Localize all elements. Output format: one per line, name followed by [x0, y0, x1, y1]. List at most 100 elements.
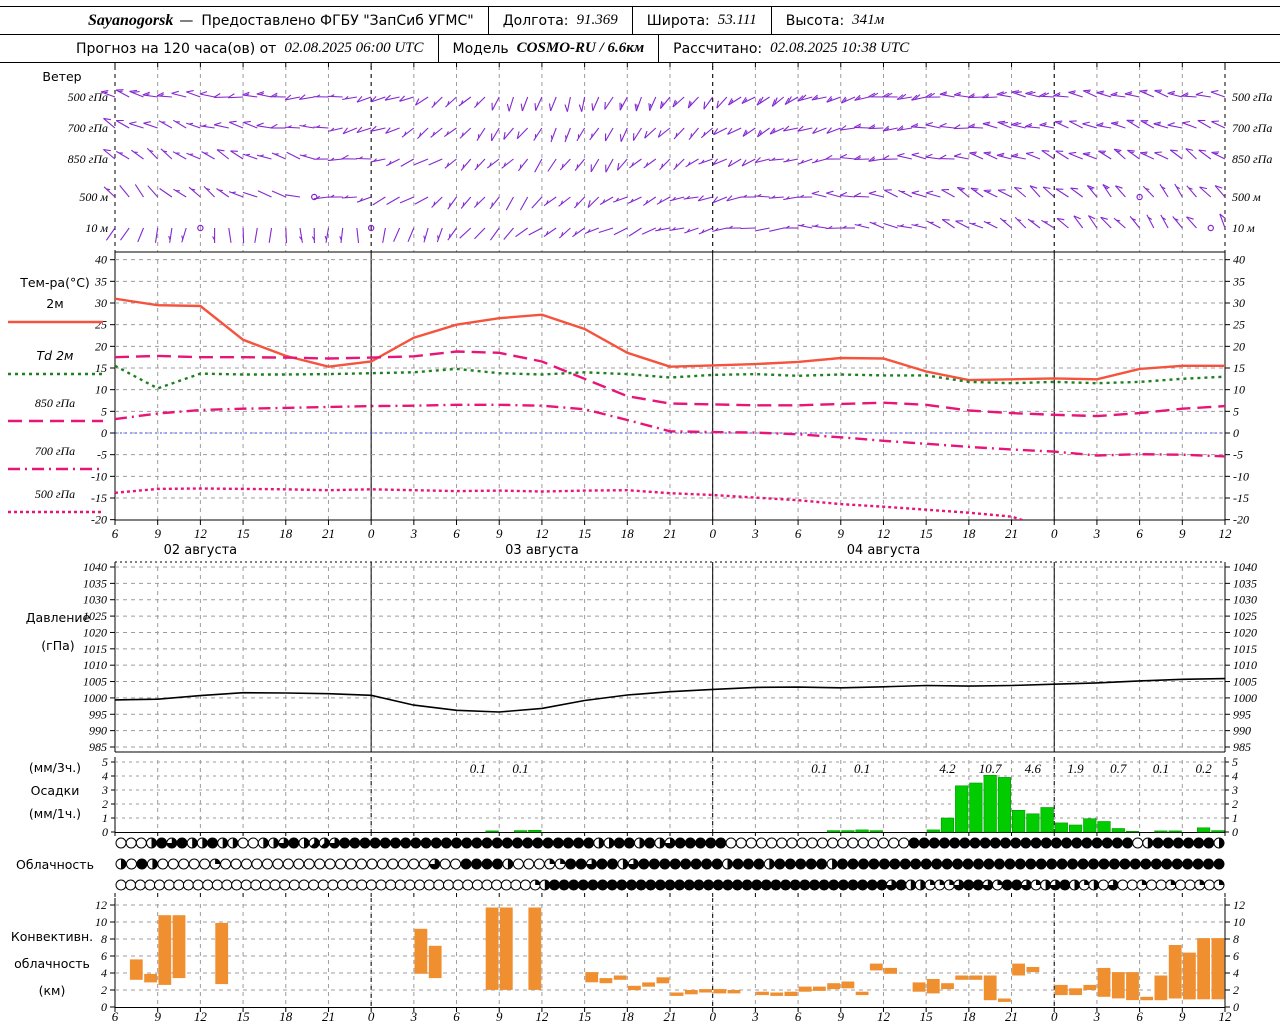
svg-text:21: 21: [1005, 526, 1018, 541]
cloud-title: Облачность: [16, 857, 94, 872]
svg-text:0: 0: [1051, 526, 1058, 541]
svg-text:0.1: 0.1: [512, 761, 528, 776]
svg-text:15: 15: [578, 1009, 592, 1024]
svg-text:10: 10: [95, 383, 107, 397]
svg-text:3: 3: [751, 1009, 759, 1024]
calculated-label: Рассчитано:: [673, 40, 763, 57]
legend-label-700: 700 гПа: [35, 444, 75, 458]
conv-title-3: (км): [39, 983, 66, 998]
svg-text:4: 4: [1232, 769, 1238, 783]
svg-text:12: 12: [1219, 1009, 1233, 1024]
svg-text:1030: 1030: [1233, 593, 1257, 607]
svg-text:0: 0: [368, 526, 375, 541]
svg-text:9: 9: [154, 526, 161, 541]
svg-text:2: 2: [102, 797, 108, 811]
precip-title: Осадки: [31, 783, 80, 798]
svg-text:0: 0: [368, 1009, 375, 1024]
svg-text:0: 0: [1051, 1009, 1058, 1024]
svg-text:1000: 1000: [1233, 691, 1257, 705]
separator: [487, 7, 489, 34]
svg-text:1035: 1035: [83, 576, 107, 590]
svg-text:1010: 1010: [83, 658, 107, 672]
svg-text:15: 15: [237, 526, 251, 541]
svg-text:03 августа: 03 августа: [505, 543, 579, 558]
svg-text:4.2: 4.2: [939, 761, 956, 776]
svg-text:990: 990: [1233, 724, 1251, 738]
model-label: Модель: [452, 40, 509, 57]
svg-text:2: 2: [101, 983, 107, 997]
svg-text:4.6: 4.6: [1025, 761, 1042, 776]
svg-text:10: 10: [95, 915, 107, 929]
wind-level-label-700hpa-right: 700 гПа: [1232, 121, 1272, 135]
svg-text:1020: 1020: [1233, 625, 1257, 639]
svg-text:2: 2: [1232, 797, 1238, 811]
forecast-run-time: 02.08.2025 06:00 UTC: [284, 40, 424, 56]
svg-text:-10: -10: [91, 469, 107, 483]
svg-text:1020: 1020: [83, 625, 107, 639]
svg-text:21: 21: [1005, 1009, 1018, 1024]
header-line-2: Прогноз на 120 часа(ов) от 02.08.2025 06…: [0, 35, 1280, 63]
svg-text:3: 3: [1231, 783, 1238, 797]
svg-text:9: 9: [1179, 526, 1186, 541]
separator: [770, 7, 772, 34]
svg-text:21: 21: [664, 1009, 677, 1024]
conv-title-2: облачность: [14, 956, 90, 971]
header-line-1: Sayanogorsk — Предоставлено ФГБУ "ЗапСиб…: [0, 6, 1280, 35]
station-name: Sayanogorsk: [88, 11, 174, 29]
svg-text:1015: 1015: [1233, 642, 1257, 656]
svg-text:0: 0: [1233, 426, 1239, 440]
wind-level-label-500hpa: 500 гПа: [68, 90, 108, 104]
svg-text:0.1: 0.1: [811, 761, 827, 776]
svg-text:15: 15: [920, 1009, 934, 1024]
svg-text:3: 3: [1093, 526, 1101, 541]
svg-text:25: 25: [1233, 318, 1245, 332]
svg-text:21: 21: [322, 1009, 335, 1024]
svg-text:3: 3: [410, 1009, 418, 1024]
altitude-label: Высота:: [785, 12, 845, 29]
svg-text:1010: 1010: [1233, 658, 1257, 672]
svg-text:12: 12: [95, 898, 107, 912]
svg-text:995: 995: [1233, 707, 1251, 721]
svg-text:18: 18: [279, 1009, 293, 1024]
svg-text:12: 12: [1233, 898, 1245, 912]
svg-text:21: 21: [664, 526, 677, 541]
svg-text:2: 2: [1233, 983, 1239, 997]
svg-text:12: 12: [535, 526, 549, 541]
svg-text:6: 6: [795, 1009, 802, 1024]
svg-text:1030: 1030: [83, 593, 107, 607]
model-value: COSMO-RU / 6.6км: [516, 40, 645, 56]
svg-text:0: 0: [709, 1009, 716, 1024]
svg-text:1000: 1000: [83, 691, 107, 705]
svg-text:18: 18: [279, 526, 293, 541]
svg-text:0.1: 0.1: [1153, 761, 1169, 776]
svg-text:15: 15: [95, 361, 107, 375]
svg-text:1025: 1025: [83, 609, 107, 623]
svg-text:6: 6: [112, 1009, 119, 1024]
svg-text:0.1: 0.1: [854, 761, 870, 776]
temp-series: [115, 297, 1225, 520]
latitude-label: Широта:: [646, 12, 710, 29]
pressure-title: Давление: [26, 610, 91, 625]
temp-axis: 40 40 35 35 30 30 25 25 20 20 15 15 10 10 5 5 0 0 -5 -5 -10 -…: [8, 253, 1249, 527]
svg-text:0.7: 0.7: [1110, 761, 1127, 776]
wind-level-label-850hpa-right: 850 гПа: [1232, 152, 1272, 166]
precip-units-1h: (мм/1ч.): [29, 806, 81, 821]
svg-text:985: 985: [89, 740, 107, 754]
separator: [437, 35, 439, 62]
svg-text:3: 3: [101, 783, 108, 797]
svg-text:12: 12: [535, 1009, 549, 1024]
svg-text:15: 15: [578, 526, 592, 541]
svg-text:1005: 1005: [1233, 675, 1257, 689]
svg-text:18: 18: [621, 526, 635, 541]
svg-text:20: 20: [95, 339, 107, 353]
svg-text:35: 35: [94, 274, 107, 288]
svg-text:1: 1: [102, 811, 108, 825]
svg-text:6: 6: [101, 949, 107, 963]
precip-units-3h: (мм/3ч.): [29, 760, 81, 775]
forecast-label: Прогноз на 120 часа(ов) от: [76, 40, 277, 57]
svg-text:3: 3: [410, 526, 418, 541]
calculated-value: 02.08.2025 10:38 UTC: [770, 40, 910, 56]
svg-text:40: 40: [1233, 253, 1245, 267]
legend-label-500: 500 гПа: [35, 487, 75, 501]
